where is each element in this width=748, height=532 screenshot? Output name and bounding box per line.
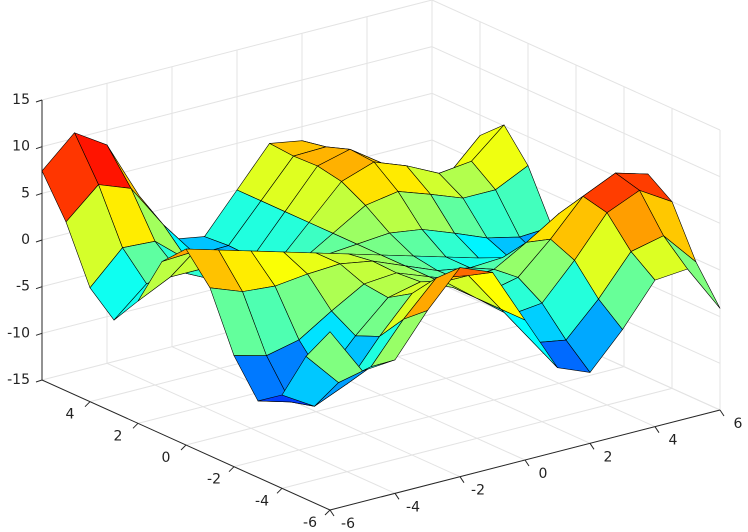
z-tick-label: 0: [21, 232, 30, 248]
grid-line: [41, 46, 433, 148]
x-tick: [459, 476, 465, 483]
z-tick-label: 10: [12, 139, 30, 155]
y-tick-label: -2: [207, 472, 221, 488]
x-tick-label: -2: [471, 483, 485, 499]
x-tick-label: 6: [734, 416, 743, 432]
z-tick: [35, 379, 43, 383]
z-tick-label: 15: [12, 92, 30, 108]
z-tick: [35, 146, 43, 150]
z-tick-label: 5: [21, 185, 30, 201]
x-tick: [719, 409, 725, 417]
y-tick: [84, 401, 91, 408]
z-tick: [35, 192, 43, 196]
y-tick-label: 0: [162, 450, 171, 466]
x-tick: [394, 493, 400, 500]
grid-line: [41, 0, 433, 101]
z-tick-label: -5: [16, 279, 30, 295]
y-tick-label: -6: [303, 515, 317, 531]
z-tick: [35, 99, 43, 103]
y-tick: [276, 487, 283, 494]
grid-line: [431, 46, 721, 178]
grid-line: [233, 366, 625, 468]
x-tick: [329, 509, 335, 517]
grid-line: [185, 344, 577, 446]
y-tick-label: -4: [255, 493, 269, 509]
x-tick: [589, 443, 595, 450]
z-tick-label: -15: [7, 372, 30, 388]
x-tick-label: 4: [669, 433, 678, 449]
y-tick: [132, 422, 139, 429]
y-tick-label: 2: [114, 428, 123, 444]
x-tick-label: 2: [604, 449, 613, 465]
y-tick: [228, 466, 235, 473]
z-tick: [35, 286, 43, 290]
x-tick-label: 0: [539, 466, 548, 482]
z-tick: [35, 239, 43, 243]
grid-line: [431, 0, 721, 131]
tick-labels: -6 -4 -2 0 2 4 6 -6 -4 -2 0 2 4 -15 -10 -5 0 5 10 15: [7, 92, 742, 532]
x-tick: [524, 459, 530, 467]
grid-line: [281, 387, 673, 489]
surface-patch: [305, 331, 363, 383]
y-tick: [180, 444, 187, 451]
x-tick-label: -4: [406, 499, 420, 515]
y-tick-label: 4: [66, 407, 75, 423]
x-tick: [654, 426, 660, 433]
surface: [41, 124, 721, 407]
y-tick: [324, 509, 331, 516]
x-tick-label: -6: [341, 516, 355, 532]
z-tick-label: -10: [7, 325, 30, 341]
z-tick: [35, 332, 43, 336]
